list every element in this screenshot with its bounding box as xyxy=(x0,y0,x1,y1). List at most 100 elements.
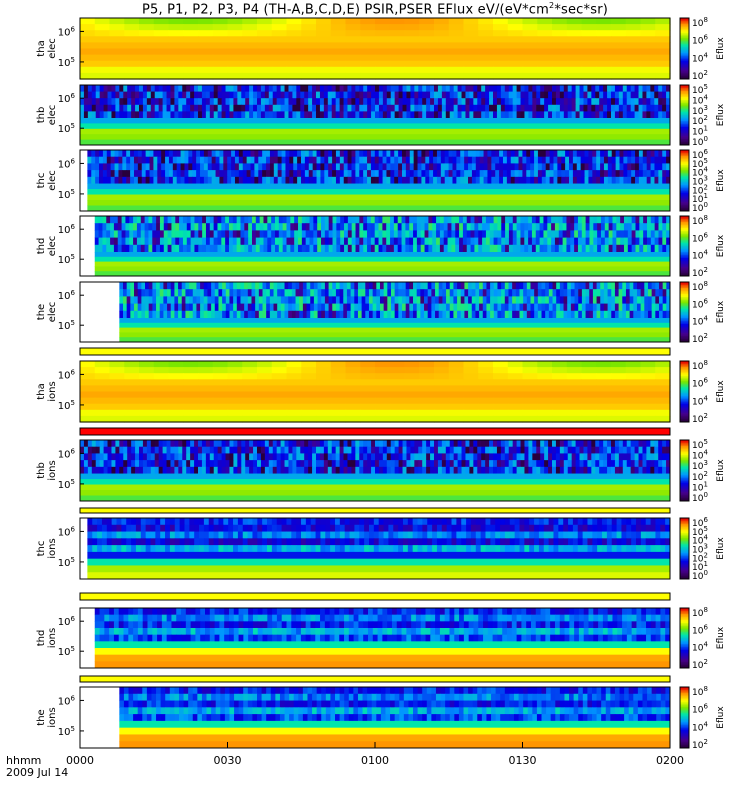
plot-title-end: *sec*sr) xyxy=(554,2,609,18)
colorbar-tick-label: 104 xyxy=(692,51,708,64)
colorbar-tick-label: 108 xyxy=(692,16,708,29)
panel-frame xyxy=(79,149,671,212)
colorbar-label: Eflux xyxy=(716,380,726,403)
colorbar-tick-label: 106 xyxy=(692,231,708,244)
colorbar: 108 106 104 102 Eflux xyxy=(679,280,726,345)
panel-ylabel: theelec xyxy=(36,302,58,323)
separator-stripe xyxy=(79,427,671,436)
panel-ylabel: thbelec xyxy=(36,105,58,126)
y-tick-label: 106 xyxy=(58,615,76,628)
panel-frame xyxy=(79,360,671,423)
panel-ylabel: thdions xyxy=(36,628,58,648)
y-tick-label: 106 xyxy=(58,223,76,236)
colorbar-label: Eflux xyxy=(716,459,726,482)
panel-ylabel: theions xyxy=(36,707,58,727)
y-tick-label: 106 xyxy=(58,92,76,105)
panel-frame xyxy=(79,215,671,277)
colorbar: 108 106 104 102 Eflux xyxy=(679,685,726,751)
y-tick-label: 105 xyxy=(58,478,75,491)
date-label: 2009 Jul 14 xyxy=(6,766,68,779)
plot-title-superscript: 2 xyxy=(549,1,555,10)
y-tick-label: 106 xyxy=(58,447,76,460)
x-tick-label: 0030 xyxy=(214,754,242,767)
y-tick-label: 106 xyxy=(58,157,76,170)
colorbar-tick-label: 108 xyxy=(692,606,708,619)
y-tick-label: 105 xyxy=(58,645,75,658)
colorbar-label: Eflux xyxy=(716,300,726,323)
colorbar-label: Eflux xyxy=(716,103,726,126)
y-tick-label: 105 xyxy=(58,253,75,266)
colorbar-tick-label: 108 xyxy=(692,685,708,698)
colorbar-tick-label: 104 xyxy=(692,641,708,654)
y-tick-label: 106 xyxy=(58,368,76,381)
colorbar-tick-label: 106 xyxy=(692,297,708,310)
y-tick-label: 106 xyxy=(58,289,76,302)
colorbar-tick-label: 106 xyxy=(692,34,708,47)
colorbar: 108 106 104 102 Eflux xyxy=(679,16,726,82)
y-tick-label: 106 xyxy=(58,694,76,707)
colorbar-tick-label: 106 xyxy=(692,703,708,716)
panel-frame xyxy=(79,281,671,343)
colorbar-label: Eflux xyxy=(716,169,726,192)
colorbar-label: Eflux xyxy=(716,706,726,729)
y-tick-label: 105 xyxy=(58,556,75,569)
y-tick-label: 105 xyxy=(58,188,75,201)
panel-ylabel: thbions xyxy=(36,460,58,480)
x-tick-label: 0100 xyxy=(361,754,389,767)
x-tick-label: 0130 xyxy=(509,754,537,767)
y-tick-label: 105 xyxy=(58,319,75,332)
colorbar-label: Eflux xyxy=(716,37,726,60)
y-tick-label: 105 xyxy=(58,725,75,738)
time-axis-label: hhmm xyxy=(6,754,41,767)
colorbar: 108 106 104 102 Eflux xyxy=(679,214,726,279)
colorbar-tick-label: 108 xyxy=(692,359,708,372)
colorbar-label: Eflux xyxy=(716,234,726,257)
y-tick-label: 105 xyxy=(58,399,75,412)
panel-ylabel: thcions xyxy=(36,538,58,558)
y-tick-label: 106 xyxy=(58,25,76,38)
panel-frame xyxy=(79,17,671,80)
colorbar-tick-label: 108 xyxy=(692,280,708,293)
y-tick-label: 106 xyxy=(58,525,76,538)
colorbar-tick-label: 104 xyxy=(692,315,708,328)
panel-ylabel: thaelec xyxy=(36,38,58,59)
colorbar-label: Eflux xyxy=(716,626,726,649)
panel-ylabel: thcelec xyxy=(36,170,58,191)
y-tick-label: 105 xyxy=(58,122,75,135)
separator-stripe xyxy=(79,592,671,601)
colorbar-tick-label: 106 xyxy=(692,377,708,390)
y-tick-label: 105 xyxy=(58,56,75,69)
panel-frame xyxy=(79,439,671,502)
plot-title: P5, P1, P2, P3, P4 (TH-A,B,C,D,E) PSIR,P… xyxy=(0,1,750,17)
colorbar-tick-label: 102 xyxy=(692,266,708,279)
colorbar-tick-label: 104 xyxy=(692,249,708,262)
colorbar-tick-label: 104 xyxy=(692,720,708,733)
separator-stripe xyxy=(79,347,671,356)
separator-stripe xyxy=(79,507,671,514)
colorbar-tick-label: 102 xyxy=(692,412,708,425)
colorbar: 108 106 104 102 Eflux xyxy=(679,359,726,425)
x-tick-label: 0200 xyxy=(656,754,684,767)
colorbar: 108 106 104 102 Eflux xyxy=(679,606,726,671)
panel-frame xyxy=(79,517,671,580)
panel-frame xyxy=(79,607,671,669)
colorbar-tick-label: 102 xyxy=(692,69,708,82)
colorbar-tick-label: 102 xyxy=(692,738,708,751)
colorbar-tick-label: 102 xyxy=(692,658,708,671)
panel-frame xyxy=(79,84,671,146)
colorbar-tick-label: 106 xyxy=(692,623,708,636)
colorbar-tick-label: 108 xyxy=(692,214,708,227)
